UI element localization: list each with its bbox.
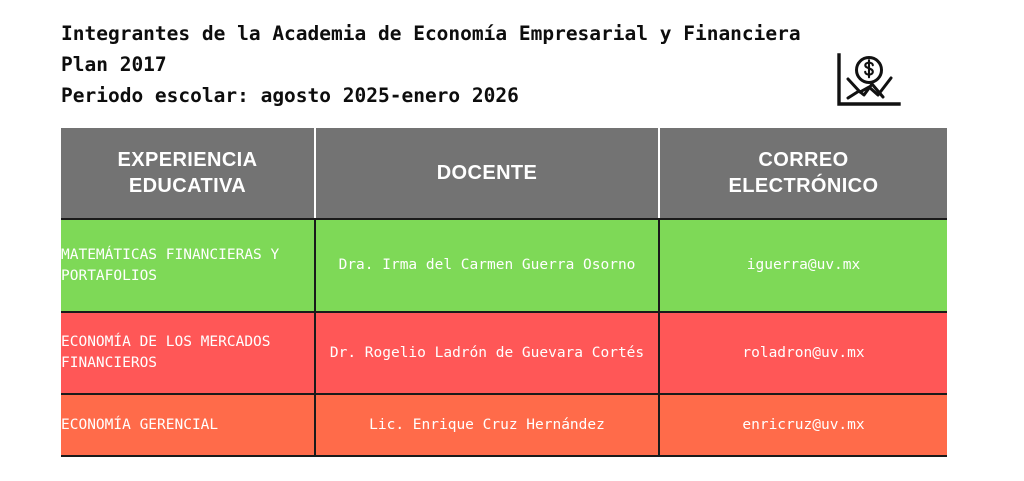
cell-docente: Lic. Enrique Cruz Hernández xyxy=(316,393,660,457)
header-plan-line: Plan 2017 xyxy=(61,53,167,76)
column-header-line-2: ELECTRÓNICO xyxy=(728,175,879,197)
table-row: MATEMÁTICAS FINANCIERAS Y PORTAFOLIOS Dr… xyxy=(61,218,947,311)
finance-chart-dollar-icon xyxy=(833,53,903,110)
header-period-line: Periodo escolar: agosto 2025-enero 2026 xyxy=(61,84,519,107)
cell-correo-electronico: enricruz@uv.mx xyxy=(660,393,947,457)
column-header-line-1: CORREO xyxy=(758,149,849,171)
column-header-line-1: DOCENTE xyxy=(436,162,538,184)
document-header: Integrantes de la Academia de Economía E… xyxy=(61,18,871,111)
table-row: ECONOMÍA DE LOS MERCADOS FINANCIEROS Dr.… xyxy=(61,311,947,393)
academy-members-table: EXPERIENCIA EDUCATIVA DOCENTE CORREO ELE… xyxy=(61,128,947,457)
column-header-docente: DOCENTE xyxy=(316,128,660,218)
column-header-correo-electronico: CORREO ELECTRÓNICO xyxy=(660,128,947,218)
cell-experiencia-educativa: MATEMÁTICAS FINANCIERAS Y PORTAFOLIOS xyxy=(61,218,316,311)
cell-experiencia-educativa: ECONOMÍA DE LOS MERCADOS FINANCIEROS xyxy=(61,311,316,393)
table-header-row: EXPERIENCIA EDUCATIVA DOCENTE CORREO ELE… xyxy=(61,128,947,218)
column-header-experiencia-educativa: EXPERIENCIA EDUCATIVA xyxy=(61,128,316,218)
header-title-line-1: Integrantes de la Academia de Economía E… xyxy=(61,22,801,45)
cell-experiencia-educativa: ECONOMÍA GERENCIAL xyxy=(61,393,316,457)
column-header-line-1: EXPERIENCIA xyxy=(117,149,258,171)
cell-docente: Dra. Irma del Carmen Guerra Osorno xyxy=(316,218,660,311)
table-row: ECONOMÍA GERENCIAL Lic. Enrique Cruz Her… xyxy=(61,393,947,457)
column-header-line-2: EDUCATIVA xyxy=(128,175,247,197)
cell-correo-electronico: roladron@uv.mx xyxy=(660,311,947,393)
cell-docente: Dr. Rogelio Ladrón de Guevara Cortés xyxy=(316,311,660,393)
cell-correo-electronico: iguerra@uv.mx xyxy=(660,218,947,311)
